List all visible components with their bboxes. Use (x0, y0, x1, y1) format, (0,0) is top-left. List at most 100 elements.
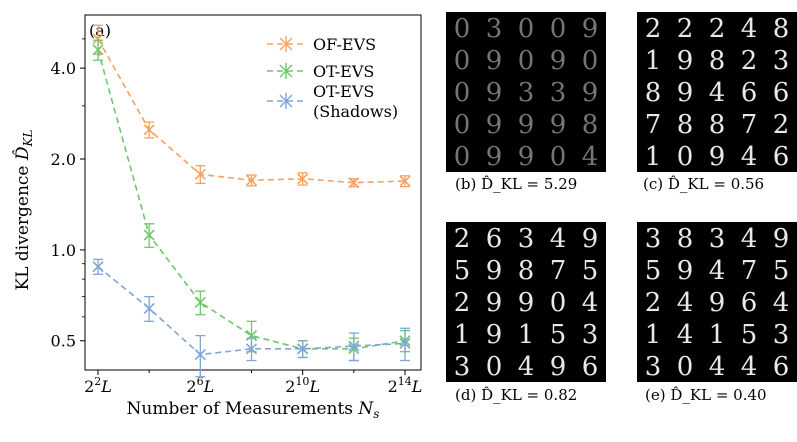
digit-cell: 4 (582, 142, 599, 172)
point-marker-1-0 (92, 44, 104, 56)
caption-d-label: (d) (455, 386, 477, 404)
digit-cell: 9 (550, 110, 567, 140)
caption-b-value: D̂_KL = 5.29 (481, 175, 578, 193)
digit-cell: 1 (709, 320, 726, 350)
caption-c-value: D̂_KL = 0.56 (667, 175, 765, 193)
digit-cell: 9 (486, 78, 503, 108)
digit-cell: 4 (518, 352, 535, 382)
legend-label-shadows-1: OT-EVS (313, 82, 374, 101)
point-marker-2-1 (143, 302, 155, 314)
digit-cell: 5 (645, 256, 662, 286)
caption-d-value: D̂_KL = 0.82 (481, 386, 578, 404)
digit-cell: 4 (550, 224, 567, 254)
digit-cell: 9 (486, 256, 503, 286)
point-marker-1-1 (143, 229, 155, 241)
digit-cell: 7 (741, 110, 758, 140)
digit-cell: 6 (773, 78, 790, 108)
x-axis-label: Number of Measurements Ns (127, 399, 380, 421)
digit-cell: 4 (741, 142, 758, 172)
digit-cell: 9 (486, 142, 503, 172)
digit-cell: 3 (773, 320, 790, 350)
point-marker-2-5 (348, 340, 360, 352)
digit-cell: 0 (677, 352, 694, 382)
caption-e: (e) D̂_KL = 0.40 (645, 386, 767, 404)
digit-cell: 4 (741, 352, 758, 382)
point-marker-0-4 (297, 173, 309, 185)
digit-cell: 0 (454, 46, 471, 76)
digit-cell: 3 (550, 78, 567, 108)
digit-cell: 6 (741, 78, 758, 108)
digit-cell: 5 (773, 256, 790, 286)
y-tick-label-0: 0.5 (51, 332, 76, 351)
digit-cell: 6 (773, 352, 790, 382)
legend: OF-EVS OT-EVS OT-EVS (Shadows) (267, 35, 398, 121)
digit-cell: 2 (454, 288, 471, 318)
digit-cell: 3 (709, 224, 726, 254)
digit-cell: 7 (645, 110, 662, 140)
digit-cell: 3 (645, 352, 662, 382)
digit-cell: 6 (741, 288, 758, 318)
digit-cell: 4 (709, 352, 726, 382)
x-tick-label-0: 22L (84, 375, 112, 396)
digit-cell: 9 (709, 288, 726, 318)
digit-cell: 0 (454, 78, 471, 108)
digit-cell: 2 (741, 46, 758, 76)
digit-cell: 9 (486, 288, 503, 318)
x-tick-label-3: 214L (388, 375, 423, 396)
digit-cell: 9 (518, 142, 535, 172)
grid-c-digits: 2 2 2 4 81 9 8 2 38 9 4 6 67 8 8 7 21 0 9 4 6 (645, 14, 790, 172)
digit-cell: 8 (709, 110, 726, 140)
caption-c: (c) D̂_KL = 0.56 (643, 175, 764, 193)
x-tick-label-2: 210L (285, 375, 320, 396)
point-marker-2-2 (194, 348, 206, 361)
legend-label-of-evs: OF-EVS (313, 35, 376, 54)
legend-label-shadows-2: (Shadows) (313, 102, 398, 121)
digit-cell: 9 (518, 110, 535, 140)
digit-cell: 2 (709, 14, 726, 44)
digit-cell: 9 (518, 288, 535, 318)
digit-cell: 8 (677, 224, 694, 254)
digit-cell: 5 (454, 256, 471, 286)
axis-ticks: 0.5 1.0 2.0 4.0 22L 26L 210L 214L (51, 38, 423, 396)
point-marker-0-3 (245, 174, 258, 186)
digit-cell: 0 (550, 142, 567, 172)
point-marker-2-3 (245, 343, 258, 355)
digit-cell: 4 (677, 288, 694, 318)
digit-cell: 5 (582, 256, 599, 286)
digit-cell: 9 (709, 142, 726, 172)
digit-cell: 9 (582, 224, 599, 254)
digit-cell: 2 (645, 14, 662, 44)
digit-cell: 3 (582, 320, 599, 350)
caption-d: (d) D̂_KL = 0.82 (455, 386, 577, 404)
digit-cell: 3 (518, 224, 535, 254)
digit-cell: 9 (677, 46, 694, 76)
digit-cell: 0 (582, 46, 599, 76)
digit-cell: 0 (518, 14, 535, 44)
grid-e-digits: 3 8 3 4 95 9 4 7 52 4 9 6 41 4 1 5 33 0 4 4 6 (645, 224, 790, 382)
legend-label-ot-evs: OT-EVS (313, 62, 374, 81)
digit-cell: 9 (677, 78, 694, 108)
digit-cell: 0 (454, 14, 471, 44)
digit-cell: 8 (582, 110, 599, 140)
y-tick-label-1: 1.0 (51, 241, 76, 260)
digit-cell: 2 (645, 288, 662, 318)
digit-cell: 6 (773, 142, 790, 172)
kl-divergence-chart: (a) KL divergence D̂KL Number of Measure… (13, 14, 423, 421)
digit-cell: 8 (645, 78, 662, 108)
caption-e-value: D̂_KL = 0.40 (670, 386, 767, 404)
y-axis-label: KL divergence D̂KL (13, 129, 35, 290)
digit-cell: 7 (741, 256, 758, 286)
point-marker-1-3 (245, 330, 258, 342)
point-marker-0-6 (399, 175, 411, 187)
digit-cell: 8 (773, 14, 790, 44)
digit-cell: 1 (518, 320, 535, 350)
digit-cell: 9 (582, 78, 599, 108)
caption-e-label: (e) (645, 386, 666, 404)
digit-cell: 4 (709, 78, 726, 108)
digit-cell: 1 (645, 46, 662, 76)
digit-cell: 4 (741, 14, 758, 44)
digit-cell: 5 (741, 320, 758, 350)
point-marker-2-0 (92, 261, 104, 273)
